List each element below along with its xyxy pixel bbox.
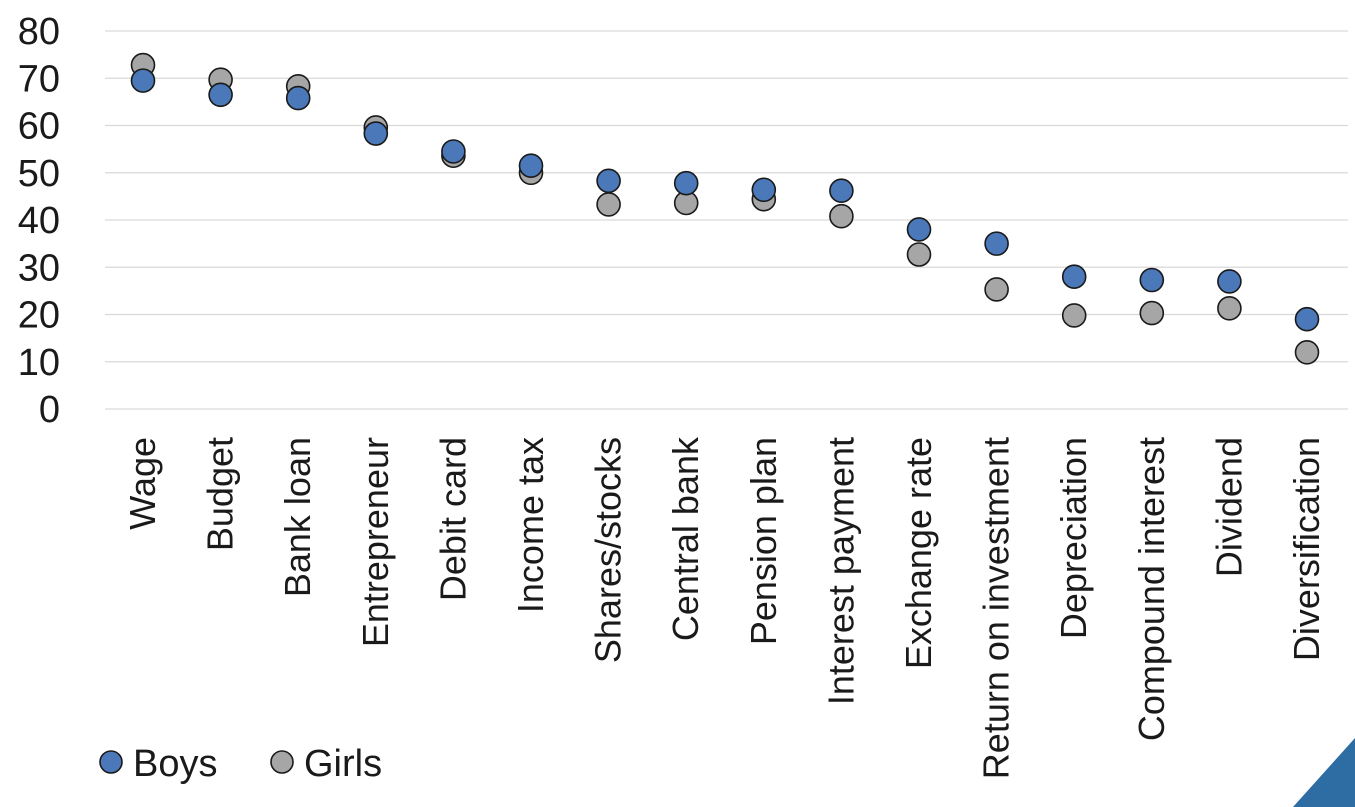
boys-point [1139, 267, 1165, 293]
gridlines [105, 30, 1348, 410]
x-category-label: Central bank [665, 436, 706, 641]
girls-point [984, 277, 1009, 302]
x-category-label: Interest payment [820, 437, 861, 705]
y-tick-label-20: 20 [18, 295, 60, 337]
boys-point [596, 168, 621, 194]
x-category-label: Budget [200, 437, 241, 551]
y-tick-label-10: 10 [18, 342, 60, 384]
y-axis-tick-labels: 0 10 20 30 40 50 60 70 80 [18, 11, 60, 431]
girls-point [829, 203, 854, 229]
legend: Boys Girls [99, 743, 382, 785]
girls-point [1217, 296, 1242, 321]
legend-girls-marker [270, 750, 294, 774]
boys-point [984, 231, 1009, 256]
boys-point [518, 153, 544, 178]
boys-point [441, 139, 466, 164]
girls-point [1139, 300, 1165, 326]
boys-point [130, 68, 156, 93]
series-boys [130, 68, 1320, 332]
girls-point [906, 242, 932, 267]
y-tick-label-80: 80 [18, 11, 60, 53]
x-axis-category-labels: Wage Budget Bank loan Entrepreneur Debit car… [122, 436, 1327, 779]
x-category-label: Wage [122, 437, 163, 530]
x-category-label: Depreciation [1053, 437, 1094, 639]
x-category-label: Return on investment [976, 437, 1017, 779]
y-tick-label-60: 60 [18, 106, 60, 148]
x-category-label: Dividend [1208, 437, 1249, 577]
legend-boys-marker [99, 750, 123, 774]
x-category-label: Pension plan [743, 437, 784, 645]
boys-point [829, 178, 854, 204]
x-category-label: Entrepreneur [355, 437, 396, 647]
boys-point [208, 82, 233, 108]
girls-point [596, 192, 621, 217]
boys-point [1294, 306, 1320, 332]
y-tick-label-70: 70 [18, 58, 60, 100]
y-tick-label-0: 0 [39, 389, 60, 431]
x-category-label: Shares/stocks [588, 437, 629, 663]
legend-girls-label: Girls [304, 743, 382, 785]
boys-point [285, 85, 311, 111]
boys-point [751, 177, 777, 203]
x-category-label: Debit card [432, 437, 473, 601]
legend-boys-label: Boys [133, 743, 217, 785]
boys-point [673, 170, 699, 196]
y-tick-label-40: 40 [18, 200, 60, 242]
boys-point [1061, 264, 1087, 290]
girls-point [1061, 303, 1087, 328]
x-category-label: Income tax [510, 437, 551, 613]
y-tick-label-50: 50 [18, 153, 60, 195]
corner-decoration [1293, 738, 1355, 807]
x-category-label: Bank loan [277, 437, 318, 597]
x-category-label: Exchange rate [898, 437, 939, 669]
boys-point [1217, 269, 1242, 294]
girls-point [1294, 339, 1320, 365]
boys-point [363, 121, 389, 146]
y-tick-label-30: 30 [18, 247, 60, 289]
x-category-label: Diversification [1286, 437, 1327, 661]
x-category-label: Compound interest [1131, 437, 1172, 741]
boys-point [906, 217, 932, 242]
